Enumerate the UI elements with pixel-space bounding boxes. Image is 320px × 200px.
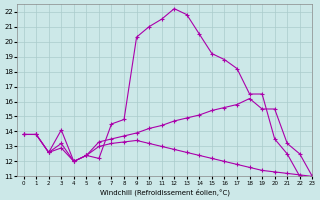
X-axis label: Windchill (Refroidissement éolien,°C): Windchill (Refroidissement éolien,°C) — [100, 188, 230, 196]
